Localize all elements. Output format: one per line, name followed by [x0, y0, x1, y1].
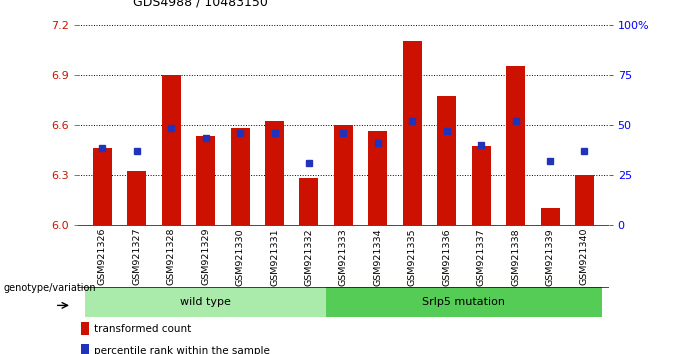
Bar — [82, 344, 89, 354]
Text: GSM921332: GSM921332 — [305, 228, 313, 286]
Bar — [326, 287, 602, 317]
Text: GSM921338: GSM921338 — [511, 228, 520, 286]
Bar — [575, 175, 594, 225]
Bar — [162, 75, 181, 225]
Text: GSM921333: GSM921333 — [339, 228, 348, 286]
Bar — [506, 67, 525, 225]
Text: GSM921330: GSM921330 — [235, 228, 245, 286]
Bar — [85, 287, 326, 317]
Text: GSM921336: GSM921336 — [442, 228, 452, 286]
Bar — [437, 96, 456, 225]
Bar — [127, 171, 146, 225]
Text: GDS4988 / 10483150: GDS4988 / 10483150 — [133, 0, 267, 9]
Bar — [299, 178, 318, 225]
Text: GSM921326: GSM921326 — [98, 228, 107, 285]
Bar — [231, 128, 250, 225]
Text: GSM921335: GSM921335 — [408, 228, 417, 286]
Bar — [369, 131, 388, 225]
Text: GSM921340: GSM921340 — [580, 228, 589, 285]
Text: GSM921334: GSM921334 — [373, 228, 382, 286]
Text: GSM921331: GSM921331 — [270, 228, 279, 286]
Bar — [403, 41, 422, 225]
Bar — [265, 121, 284, 225]
Text: GSM921328: GSM921328 — [167, 228, 175, 285]
Bar — [334, 125, 353, 225]
Text: GSM921337: GSM921337 — [477, 228, 486, 286]
Text: percentile rank within the sample: percentile rank within the sample — [94, 346, 270, 354]
Text: GSM921327: GSM921327 — [132, 228, 141, 285]
Text: genotype/variation: genotype/variation — [3, 283, 96, 293]
Text: Srlp5 mutation: Srlp5 mutation — [422, 297, 505, 307]
Text: GSM921329: GSM921329 — [201, 228, 210, 285]
Bar — [82, 322, 89, 335]
Text: transformed count: transformed count — [94, 324, 191, 334]
Bar — [541, 208, 560, 225]
Bar — [93, 148, 112, 225]
Bar — [472, 147, 491, 225]
Bar — [196, 136, 215, 225]
Text: GSM921339: GSM921339 — [545, 228, 555, 286]
Text: wild type: wild type — [180, 297, 231, 307]
